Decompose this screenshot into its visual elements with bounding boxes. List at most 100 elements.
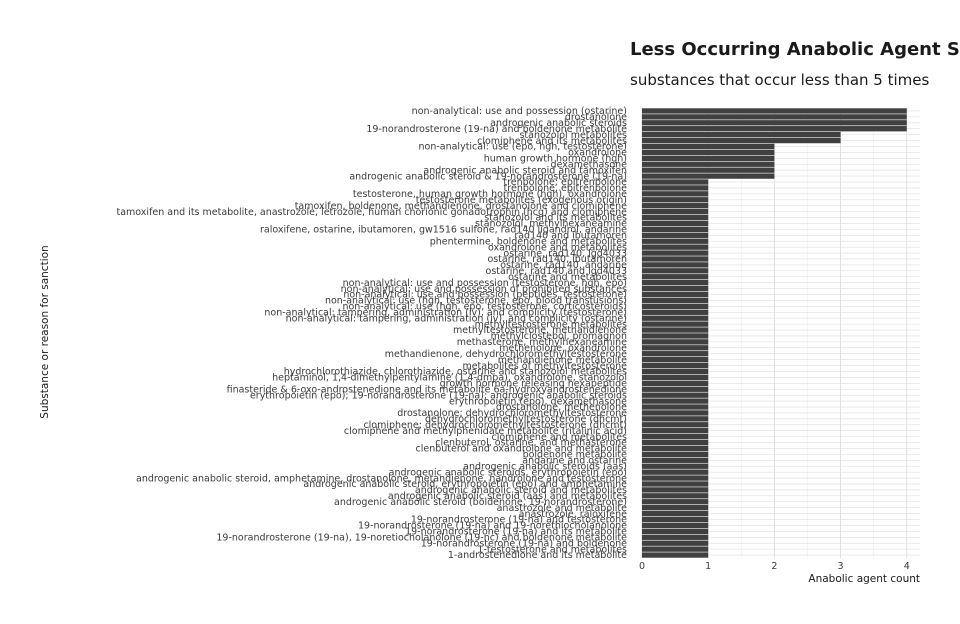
bar (642, 374, 709, 381)
category-label: non-analytical: use (hgh, testosterone, … (325, 296, 627, 307)
bars (642, 108, 907, 558)
category-label: anastrozole and metabolite (497, 503, 628, 514)
bar (642, 516, 709, 523)
bar (642, 445, 709, 452)
bar (642, 469, 709, 475)
category-label: rad140 and ibutamoren (514, 231, 627, 242)
category-label: dexamethasone (551, 159, 628, 170)
bar (642, 327, 709, 333)
category-label: human growth hormone (hgh) (484, 154, 627, 165)
bar (642, 451, 709, 458)
bar (642, 351, 709, 357)
category-label: ostarine, rad140, andarine (500, 260, 627, 271)
bar (642, 510, 709, 517)
category-label: non-analytical: tampering, administratio… (264, 307, 627, 318)
bar (642, 416, 709, 422)
bar (642, 274, 709, 280)
category-label: trenbolone, epitrenbolone (504, 183, 628, 194)
bar (642, 226, 709, 233)
category-label: clomiphene and its metabolites (477, 136, 627, 147)
category-label: hydrochlorothiazide, chlorothiazide, ost… (284, 367, 627, 378)
bar (642, 499, 709, 505)
category-label: non-analytical: use (epo, hgh, testoster… (418, 142, 627, 153)
category-label: erythropoietin (epo); 19-norandrosterone… (250, 390, 627, 401)
bar (642, 433, 709, 440)
bar (642, 475, 709, 481)
category-label: boldenone metabolite (523, 450, 628, 461)
bar (642, 250, 709, 256)
category-label: 19-norandrosterone (19-na) and boldenone (421, 538, 627, 549)
category-label: non-analytical: use and possession (pept… (343, 290, 627, 301)
x-tick-label: 2 (771, 561, 777, 572)
bar (642, 309, 709, 315)
category-label: methyltestosterone metabolites (475, 319, 627, 330)
category-label: androgenic anabolic steroids (490, 118, 627, 129)
bar (642, 108, 907, 114)
category-label: erythropoietin (epo), dexamethasone (449, 396, 627, 407)
bar (642, 540, 709, 546)
category-label: methyltestosterone, methandienone (453, 325, 627, 336)
bar (642, 167, 775, 173)
category-label: raloxifene, ostarine, ibutamoren, gw1516… (260, 225, 627, 236)
bar (642, 149, 775, 156)
category-label: tamoxifen and its metabolite, anastrozol… (116, 207, 627, 218)
category-label: andarine and ostarine (522, 456, 627, 467)
category-label: metabolites of methyltestosterone (462, 361, 627, 372)
chart-title: Less Occurring Anabolic Agent Sanc (630, 39, 960, 60)
bar (642, 214, 709, 221)
bar (642, 185, 709, 191)
y-axis-label: Substance or reason for sanction (39, 245, 51, 418)
category-label: stanozolol, methylhexaneamine (475, 219, 627, 230)
category-label: clomiphene; dehydrochloromethyltestoster… (363, 420, 627, 431)
category-label: androgenic anabolic steroid, amphetamine… (136, 473, 627, 484)
bar (642, 220, 709, 227)
category-label: growth hormone releasing hexapeptide (440, 379, 628, 390)
category-label: stanozolol and its metabolites (484, 213, 627, 224)
x-tick-label: 1 (705, 561, 711, 572)
bar (642, 197, 709, 203)
bar (642, 398, 709, 404)
bar (642, 428, 709, 434)
category-label: non-analytical: use (hgh, epo, testoster… (342, 302, 627, 313)
bar (642, 522, 709, 529)
x-axis-ticks: 0 1 2 3 4 (639, 561, 910, 572)
category-labels: non-analytical: use and possession (osta… (116, 106, 627, 561)
chart-subtitle: substances that occur less than 5 times (630, 71, 929, 89)
category-label: dehydrochloromethyltestosterone (dhcmt) (425, 414, 627, 425)
category-label: drostanolone (565, 112, 627, 123)
bar (642, 256, 709, 262)
bar (642, 268, 709, 274)
bar (642, 155, 775, 161)
bar (642, 126, 907, 132)
bar (642, 244, 709, 250)
category-label: non-analytical: use and possession (osta… (412, 106, 627, 117)
category-label: methandienone, dehydrochloromethyltestos… (385, 349, 627, 360)
bar (642, 392, 709, 398)
x-tick-label: 3 (838, 561, 844, 572)
category-label: drostanolone; dehydrochloromethyltestost… (397, 408, 627, 419)
category-label: heptaminol, 1,4-dimethylpentylamine (1,4… (272, 373, 627, 384)
bar (642, 262, 709, 268)
bar (642, 410, 709, 416)
bar (642, 131, 841, 138)
category-label: androgenic anabolic steroid, erythropoie… (303, 479, 627, 490)
bar (642, 380, 709, 386)
category-label: androgenic anabolic steroids, erythropoi… (389, 467, 627, 478)
bar (642, 232, 709, 238)
bar (642, 386, 709, 392)
category-label: ostarine, rad140, lgd4033 (503, 248, 627, 259)
category-label: androgenic anabolic steroid and metaboli… (415, 485, 627, 496)
bar (642, 356, 709, 363)
bar (642, 321, 709, 327)
bar (642, 137, 841, 144)
bar (642, 339, 709, 345)
category-label: clenbuterol, ostarine, and methasterone (435, 438, 627, 449)
category-label: androgenic anabolic steroid & 19-norandr… (349, 171, 627, 182)
category-label: 19-norandrosterone (19-na) and its metab… (405, 527, 627, 538)
category-label: 19-norandrosterone (19-na) and testoster… (411, 515, 627, 526)
bar (642, 315, 709, 321)
bar (642, 463, 709, 469)
category-label: testosterone metabolites (exogenous orig… (416, 195, 627, 206)
category-label: 1-testosterone and metabolites (477, 544, 627, 555)
bar (642, 546, 709, 552)
